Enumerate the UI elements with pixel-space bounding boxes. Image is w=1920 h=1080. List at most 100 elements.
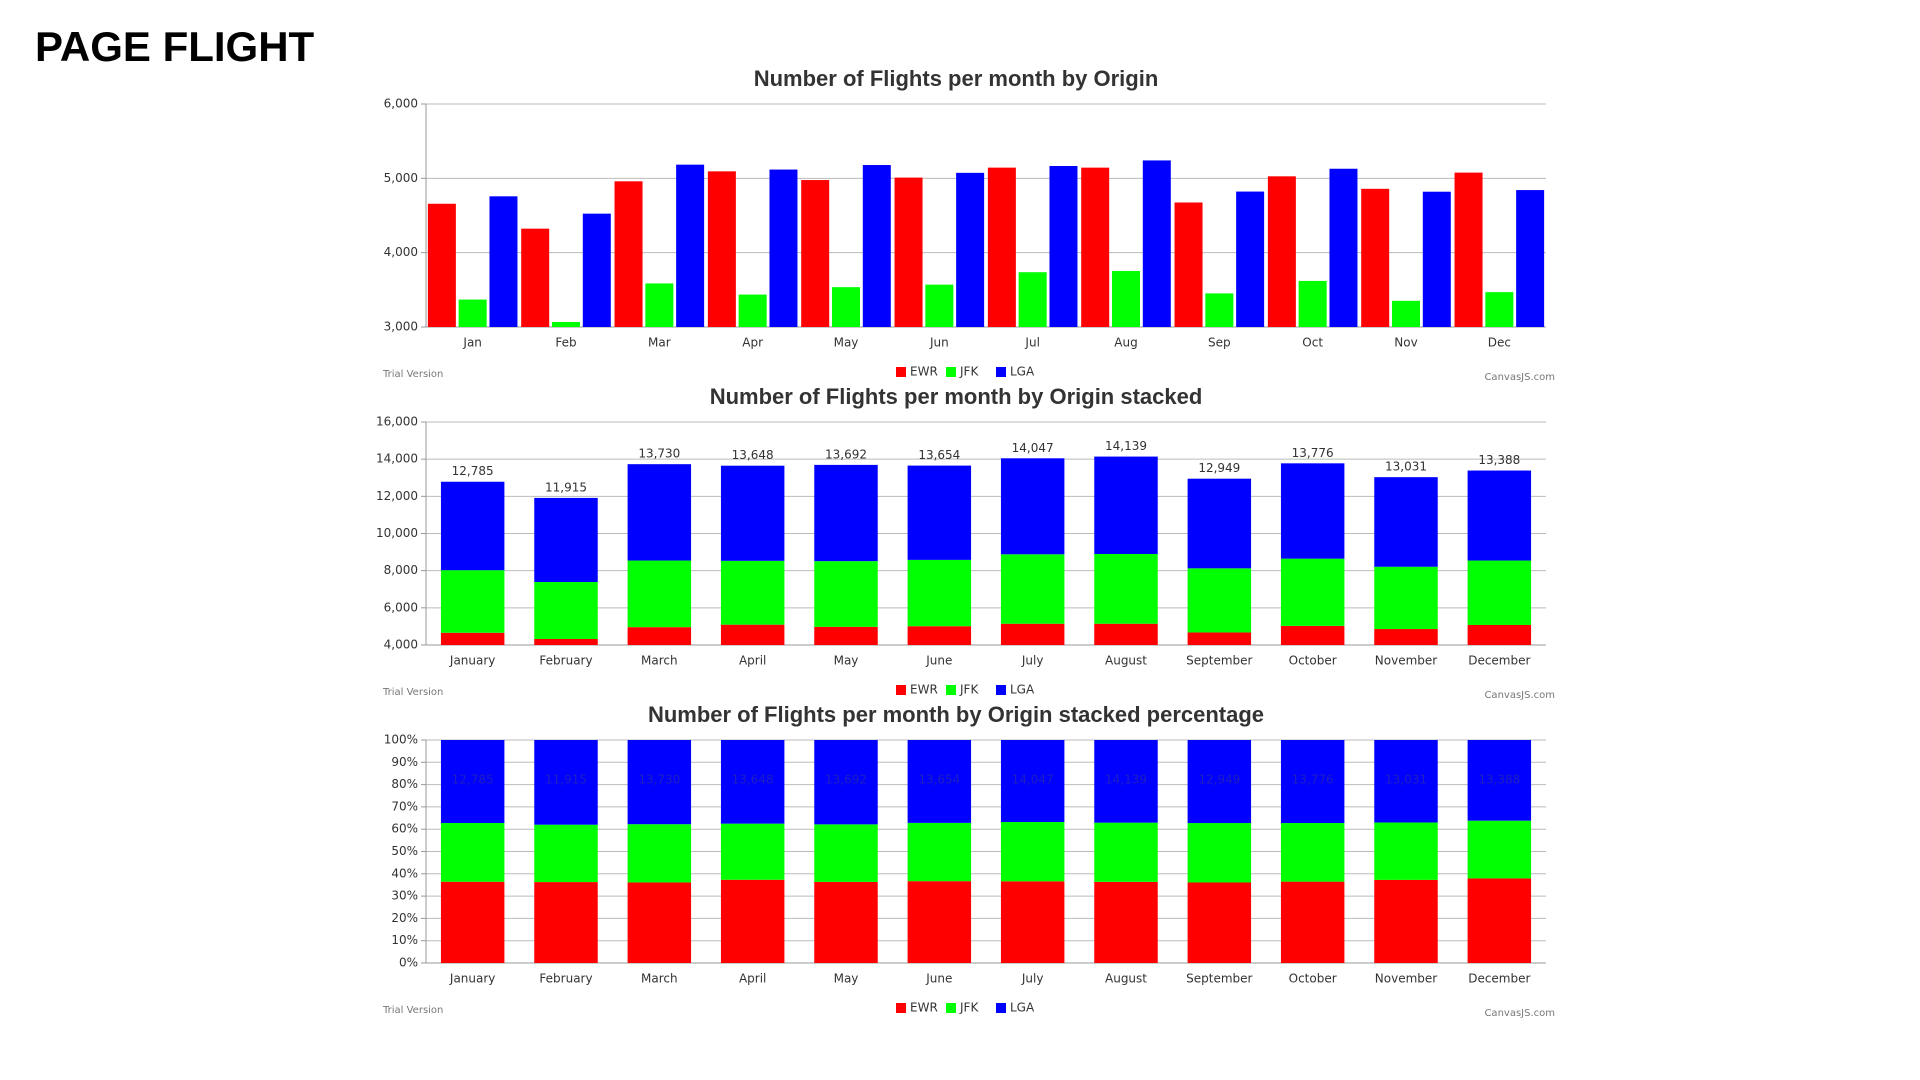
x-tick-label: Nov	[1394, 336, 1417, 350]
y-tick-label: 4,000	[384, 638, 418, 652]
bar	[458, 299, 487, 327]
bar-segment	[627, 560, 692, 628]
legend-label: JFK	[959, 365, 979, 379]
x-tick-label: September	[1186, 654, 1252, 668]
x-tick-label: Mar	[648, 336, 671, 350]
bar-segment	[1467, 878, 1532, 963]
bar-segment	[1280, 625, 1345, 645]
y-tick-label: 20%	[391, 911, 418, 925]
bar	[801, 180, 830, 327]
bar-segment	[1000, 458, 1065, 555]
total-label: 13,730	[638, 447, 680, 461]
x-tick-label: Aug	[1114, 336, 1137, 350]
bar	[582, 213, 611, 327]
bar	[521, 228, 550, 327]
bar	[1392, 300, 1420, 327]
legend-label: LGA	[1010, 1001, 1035, 1015]
bar-segment	[534, 497, 598, 583]
y-tick-label: 6,000	[384, 97, 418, 111]
bar	[1018, 272, 1047, 327]
legend-label: JFK	[959, 683, 979, 697]
total-label: 13,648	[732, 773, 774, 787]
y-tick-label: 60%	[391, 822, 418, 836]
total-label: 12,949	[1198, 773, 1240, 787]
bar-segment	[627, 740, 692, 825]
bar-segment	[814, 561, 878, 627]
y-tick-label: 14,000	[376, 452, 418, 466]
bar-segment	[1374, 822, 1438, 880]
legend-swatch	[896, 367, 906, 377]
bar-segment	[627, 627, 692, 645]
x-tick-label: September	[1186, 972, 1252, 986]
legend-label: LGA	[1010, 683, 1035, 697]
legend-label: JFK	[959, 1001, 979, 1015]
total-label: 13,388	[1478, 773, 1520, 787]
bar-segment	[720, 624, 785, 645]
total-label: 13,776	[1292, 773, 1334, 787]
bar	[1454, 172, 1483, 327]
bar-segment	[1000, 881, 1065, 963]
x-tick-label: December	[1468, 654, 1530, 668]
bar	[707, 171, 736, 327]
x-tick-label: October	[1289, 654, 1337, 668]
legend-swatch	[996, 367, 1006, 377]
bar	[1236, 191, 1265, 327]
total-label: 13,648	[732, 448, 774, 462]
bar-segment	[814, 626, 878, 645]
x-tick-label: November	[1375, 972, 1437, 986]
bar-segment	[440, 570, 505, 633]
bar-segment	[534, 882, 598, 963]
legend-swatch	[996, 685, 1006, 695]
y-tick-label: 4,000	[384, 245, 418, 259]
bar-segment	[1467, 624, 1532, 645]
bar-segment	[1374, 740, 1438, 823]
y-tick-label: 80%	[391, 777, 418, 791]
total-label: 13,654	[918, 773, 960, 787]
bar	[552, 322, 580, 327]
bar	[956, 172, 985, 327]
bar-segment	[1187, 478, 1252, 569]
bar	[1112, 270, 1140, 327]
total-label: 13,388	[1478, 453, 1520, 467]
page-title: PAGE FLIGHT	[35, 23, 315, 70]
x-tick-label: Sep	[1208, 336, 1231, 350]
bar-segment	[1094, 623, 1158, 645]
total-label: 13,031	[1385, 773, 1427, 787]
x-tick-label: October	[1289, 972, 1337, 986]
x-tick-label: Jan	[462, 336, 482, 350]
bar-segment	[1374, 566, 1438, 630]
bar-segment	[907, 626, 972, 645]
bar-segment	[1467, 470, 1532, 561]
y-tick-label: 10,000	[376, 526, 418, 540]
x-tick-label: January	[449, 972, 496, 986]
bar	[645, 283, 674, 327]
bar	[1422, 191, 1451, 327]
x-tick-label: February	[539, 654, 592, 668]
bar-segment	[1280, 558, 1345, 626]
legend-swatch	[946, 685, 956, 695]
bar	[1142, 160, 1171, 327]
bar-segment	[1187, 882, 1252, 963]
bar	[427, 203, 456, 327]
y-tick-label: 30%	[391, 889, 418, 903]
bar-segment	[720, 879, 785, 963]
bar-segment	[440, 822, 505, 882]
bar-segment	[1374, 629, 1438, 645]
y-tick-label: 40%	[391, 866, 418, 880]
bar-segment	[534, 740, 598, 825]
bar-segment	[1187, 823, 1252, 883]
x-tick-label: May	[834, 654, 859, 668]
y-tick-label: 0%	[399, 956, 418, 970]
bar-segment	[534, 582, 598, 639]
bar	[1329, 168, 1358, 327]
bar	[489, 196, 518, 327]
legend-label: EWR	[910, 1001, 938, 1015]
watermark: Trial Version	[382, 369, 443, 380]
bar-segment	[440, 632, 505, 645]
bar-segment	[720, 823, 785, 880]
bar	[987, 167, 1016, 327]
x-tick-label: Jun	[929, 336, 949, 350]
bar-segment	[1467, 820, 1532, 879]
bar-segment	[1467, 740, 1532, 821]
